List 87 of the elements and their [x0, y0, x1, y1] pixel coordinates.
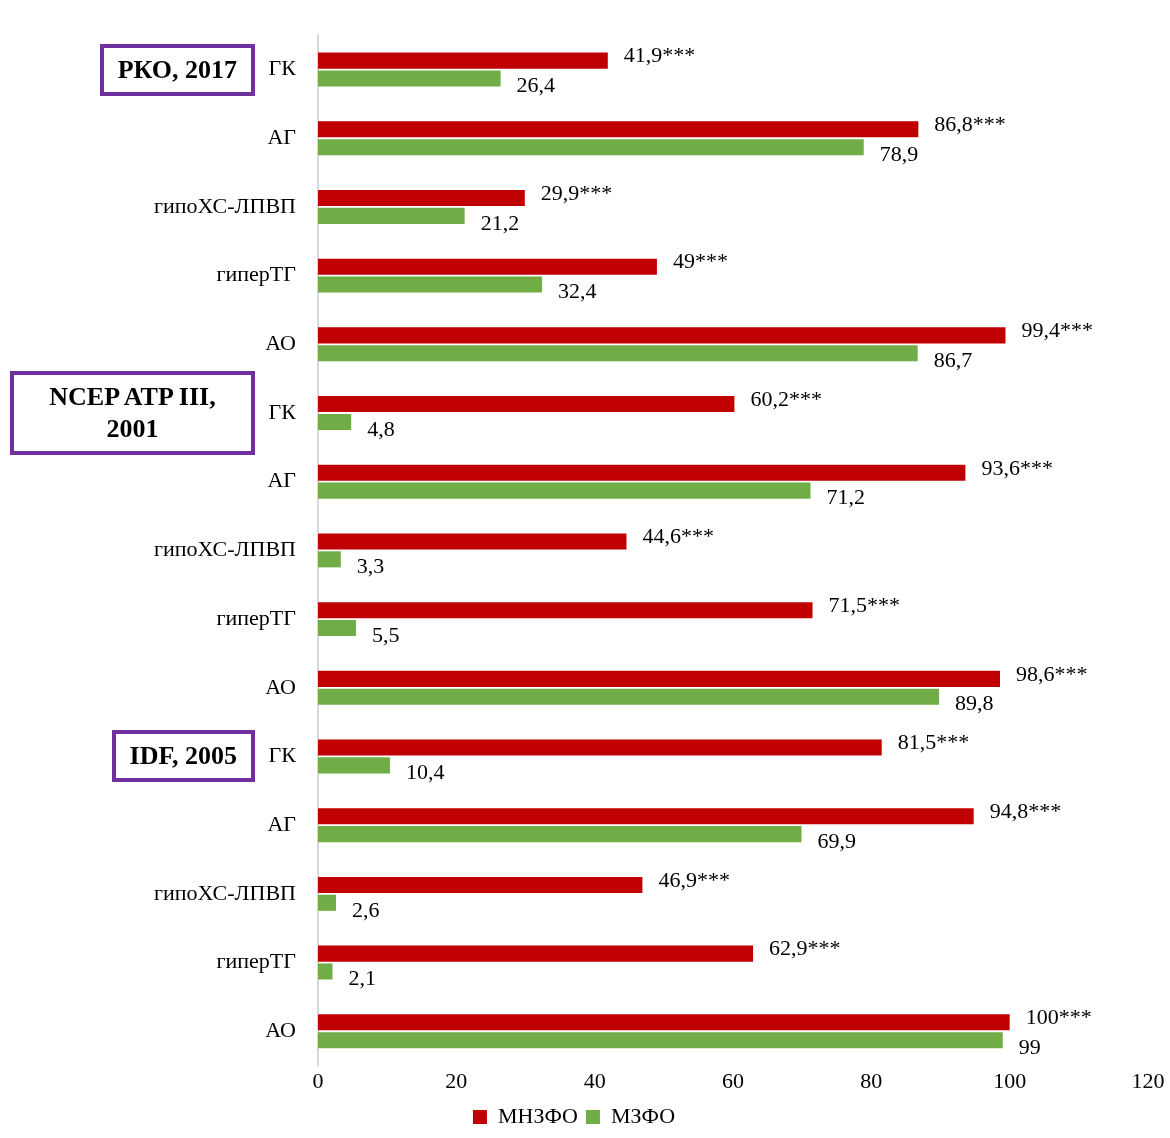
bar — [318, 945, 754, 962]
bar — [318, 757, 390, 774]
text: РКО, 2017 — [99, 43, 255, 96]
bar — [318, 808, 974, 825]
bar — [318, 207, 465, 224]
data-label: 44,6*** — [642, 523, 714, 549]
x-tick-label: 120 — [1131, 1067, 1165, 1093]
data-label: 60,2*** — [750, 385, 822, 411]
data-label: 4,8 — [367, 415, 395, 441]
data-label: 86,8*** — [934, 111, 1006, 137]
x-tick-label: 60 — [722, 1067, 744, 1093]
bar — [318, 670, 1000, 687]
y-tick-label: ГК — [268, 742, 297, 768]
bar — [318, 464, 966, 481]
bar — [318, 413, 352, 430]
bar — [318, 121, 919, 138]
data-label: 78,9 — [879, 140, 919, 166]
bar — [318, 258, 657, 275]
y-tick-label: гипоХС-ЛПВП — [154, 879, 297, 905]
data-label: 46,9*** — [658, 866, 730, 892]
data-label: 3,3 — [356, 553, 385, 579]
legend-label: МНЗФО — [497, 1102, 578, 1128]
bar — [318, 70, 501, 87]
bar — [318, 52, 608, 69]
data-label: 86,7 — [933, 347, 973, 373]
data-label: 2,1 — [348, 965, 377, 991]
bar — [318, 619, 357, 637]
data-label: 71,5*** — [828, 591, 901, 617]
bar — [318, 482, 811, 499]
data-label: 26,4 — [516, 72, 556, 98]
y-tick-label: АГ — [267, 467, 297, 493]
data-label: 62,9*** — [769, 935, 841, 961]
y-tick-label: АО — [265, 1017, 296, 1043]
y-tick-label: гипоХС-ЛПВП — [154, 536, 297, 562]
data-label: 69,9 — [817, 827, 856, 853]
data-label: 71,2 — [826, 484, 865, 510]
bar — [318, 551, 341, 568]
data-label: 32,4 — [558, 278, 597, 304]
legend-label: МЗФО — [610, 1102, 676, 1128]
data-label: 98,6*** — [1015, 660, 1088, 686]
bar — [318, 276, 543, 293]
data-label: 93,6*** — [981, 454, 1053, 480]
x-tick-label: 80 — [860, 1067, 883, 1093]
bar — [318, 894, 336, 911]
data-label: 29,9*** — [540, 179, 613, 205]
data-label: 81,5*** — [897, 729, 970, 755]
bar — [318, 533, 627, 550]
bar — [318, 876, 643, 893]
bar — [318, 826, 802, 843]
bar — [318, 602, 813, 619]
data-label: 41,9*** — [623, 42, 696, 68]
data-label: 49*** — [672, 248, 728, 274]
text: IDF, 2005 — [111, 730, 255, 783]
y-tick-label: гиперТГ — [216, 948, 297, 974]
y-tick-label: ГК — [268, 55, 297, 81]
data-label: 5,5 — [372, 621, 400, 647]
bar — [318, 1014, 1010, 1031]
y-tick-label: АО — [265, 673, 296, 699]
bar — [318, 739, 882, 756]
data-label: 94,8*** — [989, 798, 1062, 824]
y-tick-label: АГ — [267, 810, 297, 836]
data-label: 10,4 — [405, 759, 445, 785]
y-tick-label: ГК — [268, 398, 297, 424]
bar — [318, 688, 940, 705]
x-tick-label: 20 — [445, 1067, 468, 1093]
bar — [318, 1032, 1003, 1049]
data-label: 100*** — [1025, 1004, 1092, 1030]
y-tick-label: гиперТГ — [216, 261, 297, 287]
text: NCEP ATP III, 2001 — [10, 371, 255, 455]
bar — [318, 189, 525, 207]
x-tick-label: 0 — [312, 1067, 324, 1093]
data-label: 21,2 — [480, 209, 520, 235]
y-tick-label: гипоХС-ЛПВП — [154, 192, 297, 218]
y-tick-label: АО — [265, 330, 296, 356]
data-label: 89,8 — [955, 690, 994, 716]
bar — [318, 963, 333, 980]
bar — [318, 396, 735, 413]
bar — [318, 327, 1006, 344]
x-tick-label: 40 — [583, 1067, 606, 1093]
y-tick-label: АГ — [267, 124, 297, 150]
data-label: 99,4*** — [1021, 317, 1094, 343]
x-tick-label: 100 — [993, 1067, 1027, 1093]
bar — [318, 139, 864, 156]
data-label: 2,6 — [351, 896, 380, 922]
data-label: 99 — [1018, 1033, 1041, 1059]
bar — [318, 345, 918, 362]
y-tick-label: гиперТГ — [216, 604, 297, 630]
